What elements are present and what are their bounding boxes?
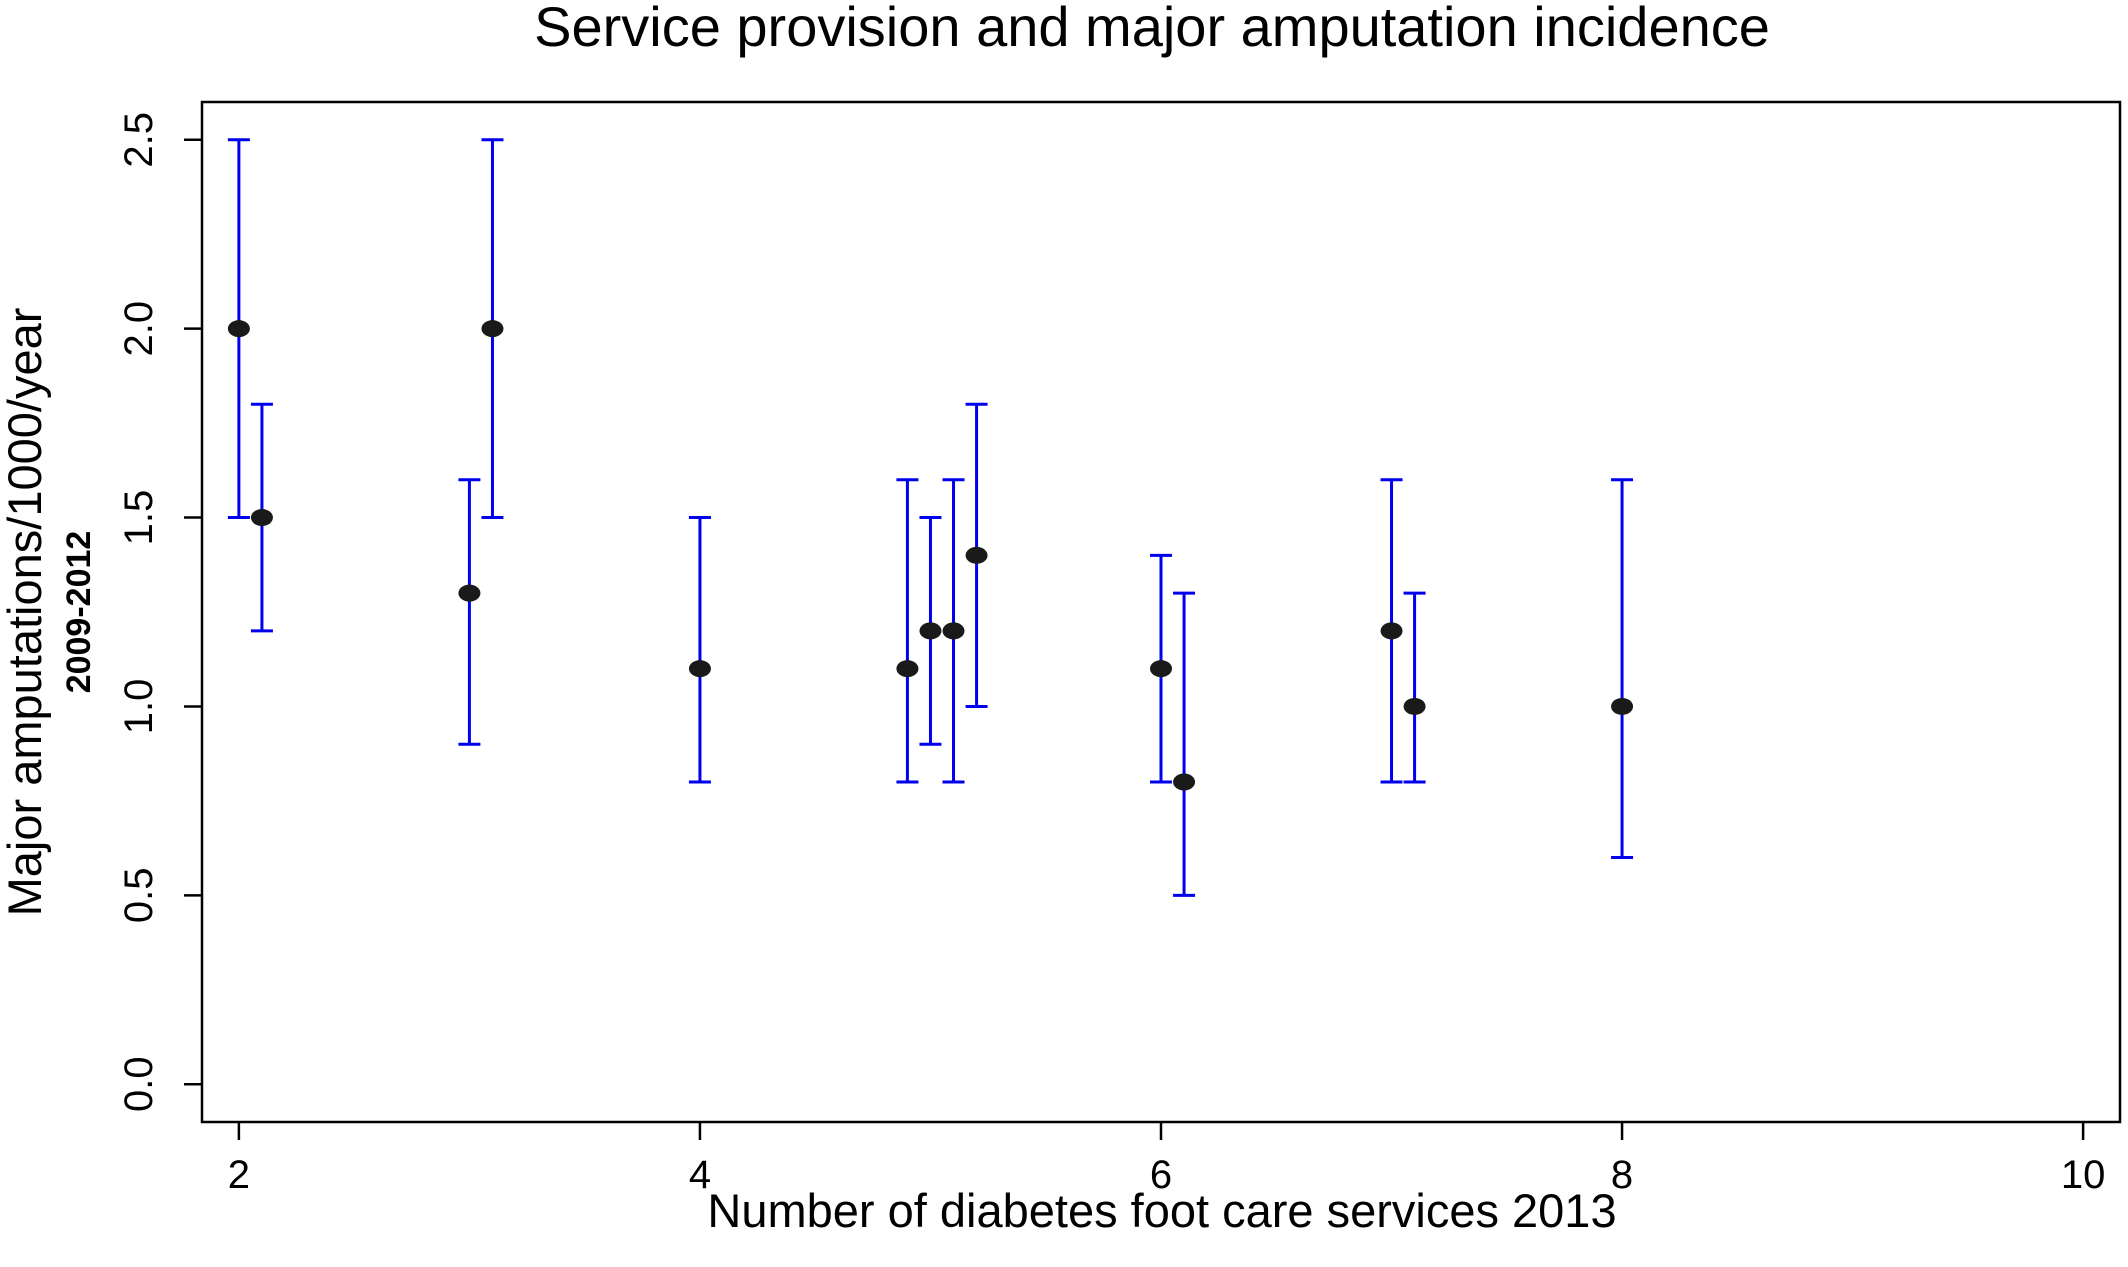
data-point	[250, 509, 273, 527]
error-bar	[688, 516, 711, 784]
y-tick-label: 2.5	[117, 112, 161, 168]
data-point	[458, 584, 481, 602]
error-bar	[458, 478, 481, 746]
data-point	[227, 320, 250, 338]
data-point	[688, 660, 711, 678]
y-tick-label: 2.0	[117, 301, 161, 357]
data-point	[1150, 660, 1172, 678]
data-point	[1403, 697, 1426, 715]
data-point	[942, 622, 965, 640]
y-axis-ticks: 0.0 0.5 1.0 1.5 2.0 2.5	[117, 112, 202, 1112]
data-point	[1380, 622, 1403, 640]
data-point	[919, 622, 942, 640]
error-bar	[1611, 478, 1634, 860]
x-tick-label: 8	[1611, 1153, 1633, 1197]
error-bar	[1173, 591, 1196, 897]
y-tick-label: 1.0	[117, 679, 161, 735]
error-bar	[896, 478, 919, 784]
x-axis-label: Number of diabetes foot care services 20…	[707, 1184, 1616, 1237]
data-point	[1611, 697, 1634, 715]
data-point	[896, 660, 919, 678]
data-point	[965, 546, 988, 564]
y-axis-label: Major amputations/1000/year	[0, 308, 51, 917]
data-points	[227, 320, 1634, 791]
x-tick-label: 6	[1150, 1153, 1172, 1197]
x-tick-label: 10	[2061, 1153, 2106, 1197]
y-tick-label: 0.0	[117, 1056, 161, 1112]
x-tick-label: 2	[228, 1153, 250, 1197]
error-bars	[227, 138, 1634, 897]
data-point	[481, 320, 504, 338]
x-axis-ticks: 2 4 6 8 10	[228, 1122, 2106, 1197]
chart-title: Service provision and major amputation i…	[534, 0, 1770, 58]
error-bar	[1403, 591, 1426, 784]
y-axis-sublabel: 2009-2012	[60, 531, 98, 694]
y-tick-label: 1.5	[117, 490, 161, 546]
x-tick-label: 4	[689, 1153, 711, 1197]
data-point	[1173, 773, 1196, 791]
y-tick-label: 0.5	[117, 868, 161, 924]
